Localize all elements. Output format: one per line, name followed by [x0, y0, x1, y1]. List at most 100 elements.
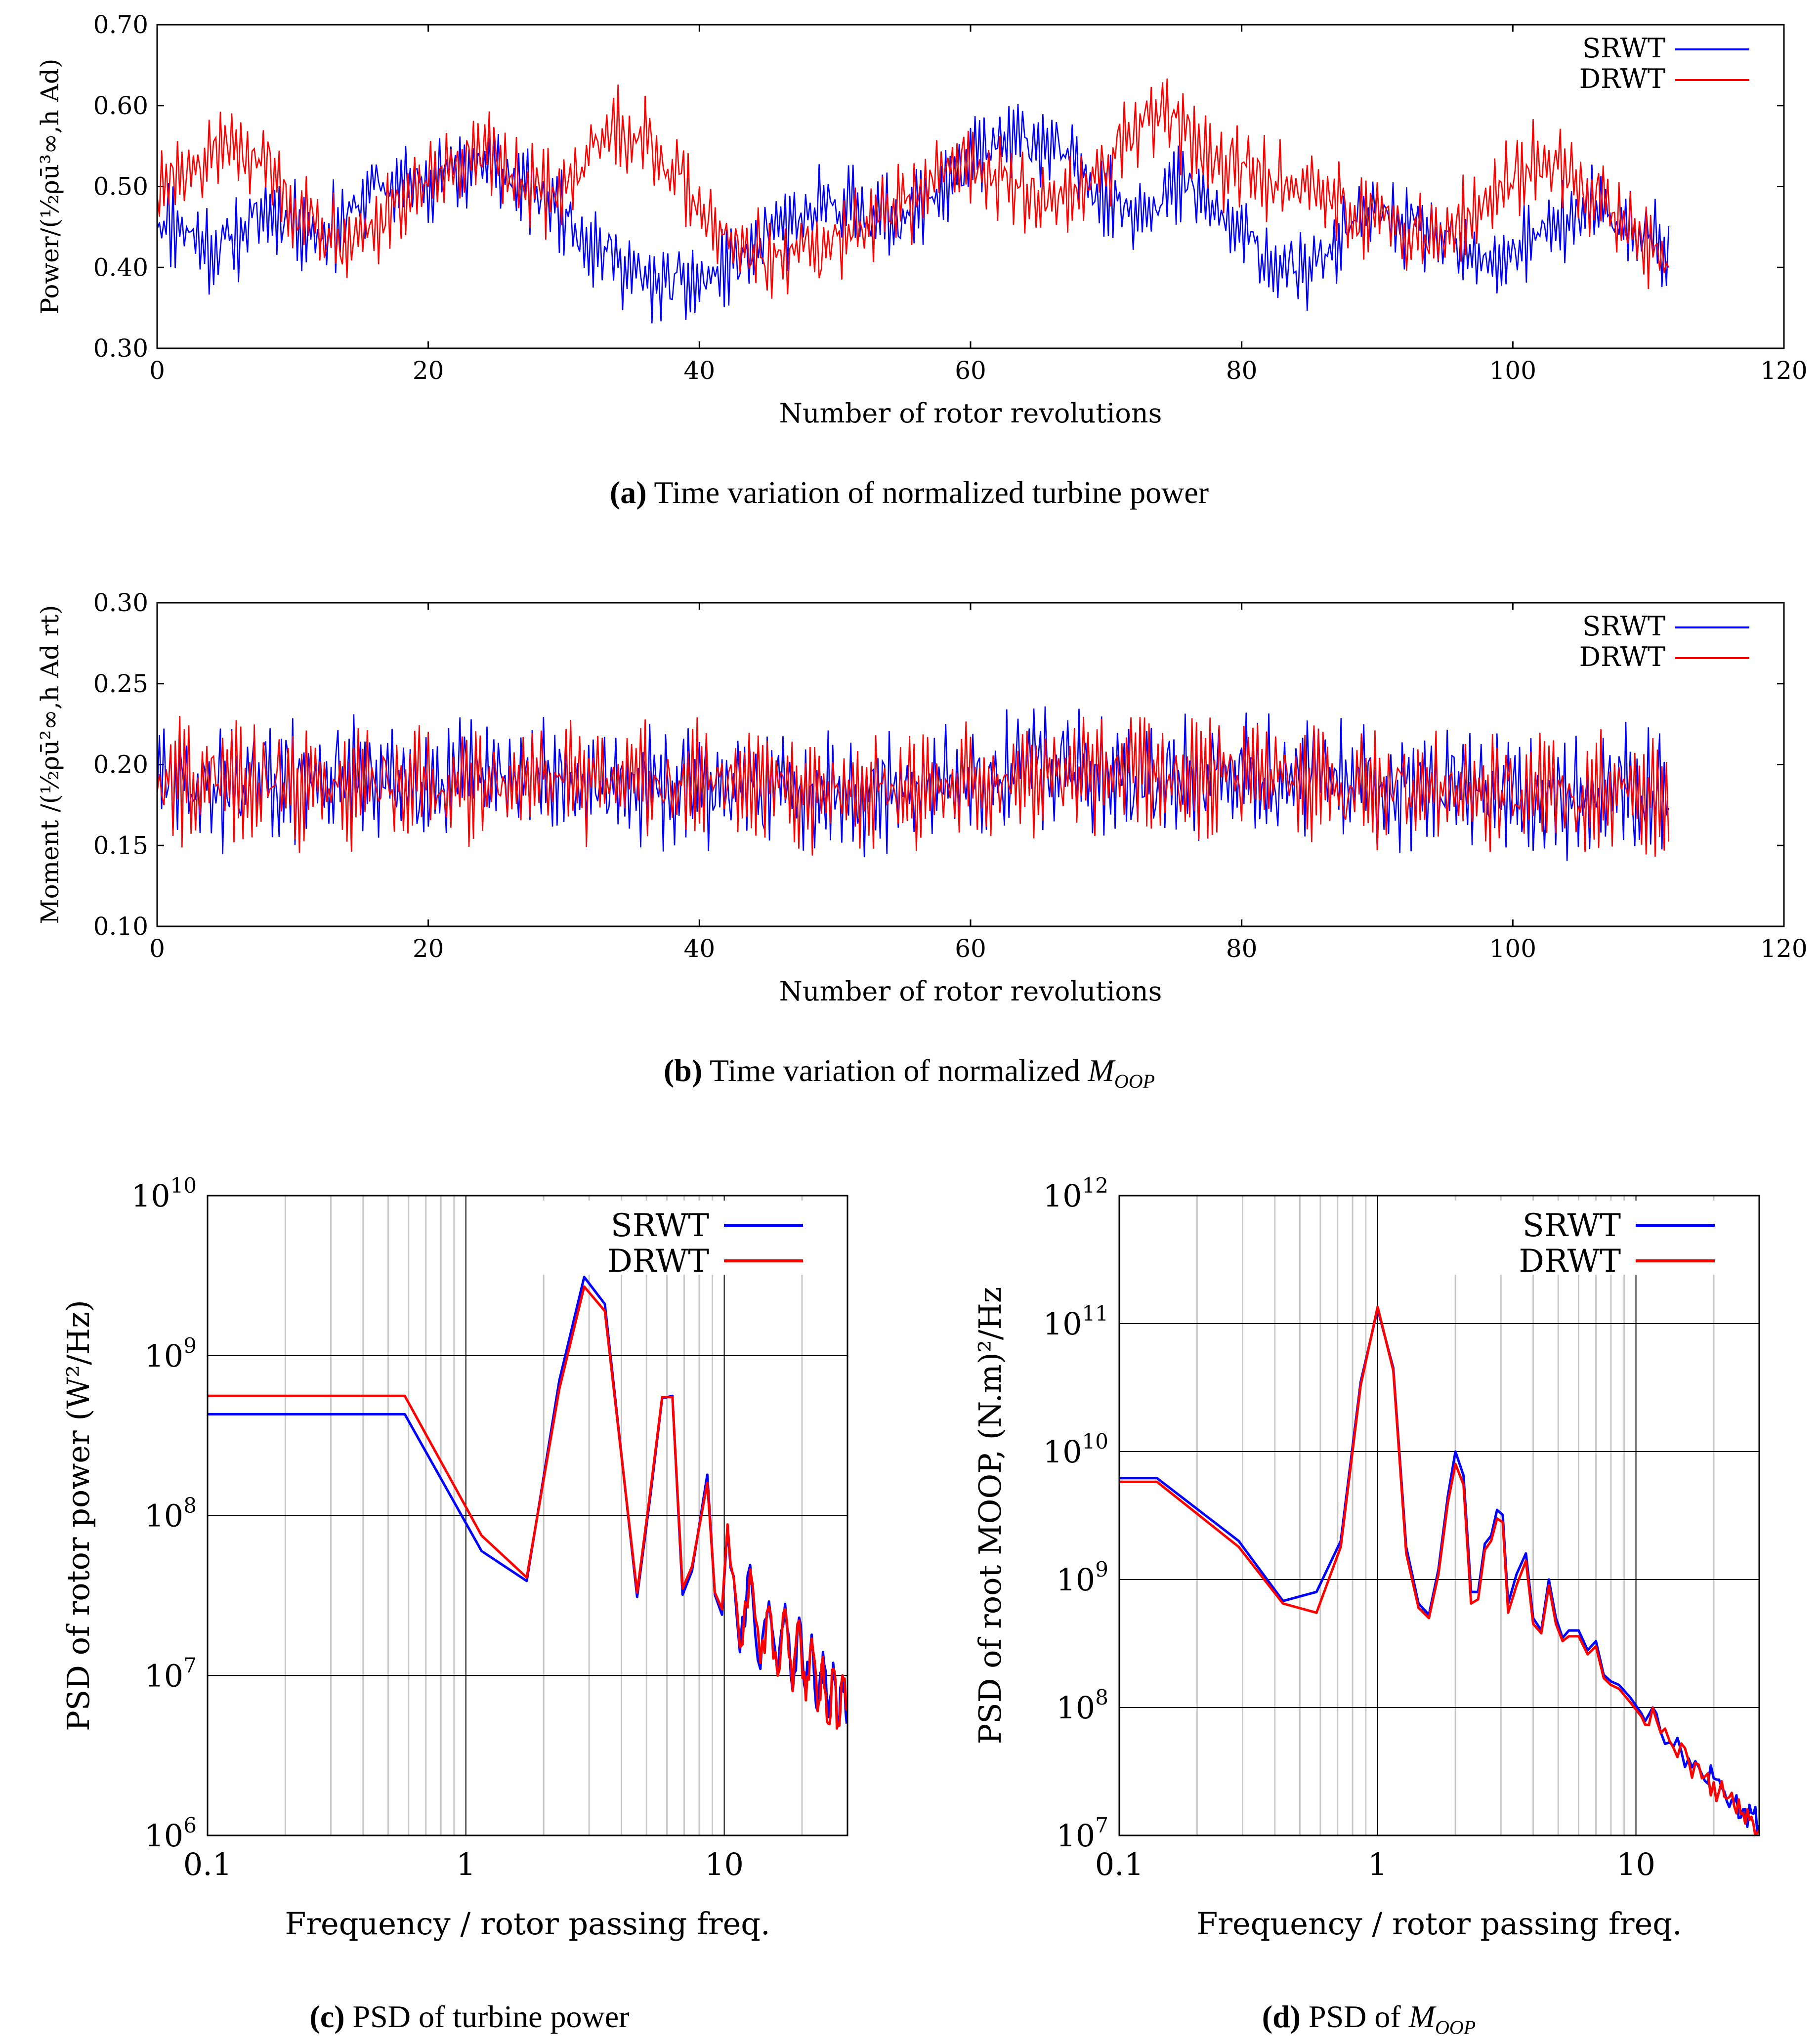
- y-tick-exponent: 7: [183, 1653, 197, 1677]
- y-tick-base: 10: [1043, 1178, 1082, 1214]
- caption-b: (b) Time variation of normalized MOOP: [415, 1052, 1403, 1093]
- y-axis-label: Moment /(½ρū²∞,h Ad rt): [36, 605, 64, 924]
- y-tick-exponent: 9: [183, 1333, 197, 1358]
- y-tick-label: 1010: [131, 1173, 197, 1214]
- caption-d-sub: OOP: [1435, 2016, 1476, 2039]
- x-tick-label: 1: [1368, 1846, 1387, 1882]
- y-tick-label: 107: [1056, 1813, 1108, 1854]
- y-tick-label: 108: [1056, 1685, 1108, 1726]
- caption-d: (d) PSD of MOOP: [949, 1998, 1789, 2039]
- y-tick-base: 10: [1043, 1434, 1082, 1470]
- panel-c-power-psd: 0.1 1 101061071081091010SRWTDRWTFrequency …: [60, 1173, 848, 1942]
- x-tick-label: 1: [456, 1846, 475, 1882]
- legend-label-drwt: DRWT: [607, 1243, 709, 1280]
- caption-c: (c) PSD of turbine power: [49, 1998, 889, 2035]
- x-tick-label: 100: [1489, 356, 1536, 385]
- series-drwt-line: [1119, 1305, 1759, 1835]
- x-tick-label: 0.1: [1095, 1846, 1144, 1882]
- x-tick-label: 0: [149, 356, 165, 385]
- legend-label-srwt: SRWT: [1582, 33, 1665, 64]
- y-tick-exponent: 12: [1082, 1173, 1108, 1198]
- y-tick-label: 109: [1056, 1557, 1108, 1598]
- x-tick-label: 10: [1616, 1846, 1655, 1882]
- y-tick-label: 0.20: [93, 750, 148, 779]
- y-tick-label: 1012: [1043, 1173, 1108, 1214]
- y-tick-label: 108: [144, 1494, 197, 1534]
- plot-frame: [207, 1195, 848, 1836]
- caption-b-text: Time variation of normalized: [710, 1053, 1088, 1088]
- y-tick-exponent: 8: [183, 1494, 197, 1518]
- x-tick-label: 80: [1226, 356, 1258, 385]
- y-tick-exponent: 6: [183, 1813, 197, 1837]
- y-tick-label: 0.40: [93, 253, 148, 282]
- y-tick-exponent: 7: [1095, 1813, 1108, 1837]
- panel-d-moment-psd: 0.1 1 10107108109101010111012SRWTDRWTFrequ…: [972, 1173, 1760, 1942]
- x-tick-label: 0.1: [183, 1846, 232, 1882]
- y-tick-label: 0.30: [93, 334, 148, 363]
- y-tick-base: 10: [144, 1338, 183, 1374]
- x-tick-label: 80: [1226, 934, 1258, 963]
- y-tick-base: 10: [1056, 1562, 1095, 1598]
- y-tick-label: 0.60: [93, 91, 148, 120]
- panel-a-power-time-series: 0 20 40 60 80 100 120 0.30 0.40 0.50 0.60 0.70 SRWTD…: [36, 10, 1808, 429]
- y-tick-label: 0.10: [93, 912, 148, 941]
- x-tick-label: 20: [413, 934, 444, 963]
- legend-label-drwt: DRWT: [1579, 641, 1665, 672]
- x-axis-label: Number of rotor revolutions: [779, 398, 1162, 429]
- y-tick-label: 0.15: [93, 831, 148, 860]
- legend-label-drwt: DRWT: [1519, 1243, 1621, 1280]
- x-axis-label: Frequency / rotor passing freq.: [1196, 1906, 1682, 1942]
- y-axis-label: PSD of root MOOP, (N.m)²/Hz: [972, 1287, 1008, 1745]
- caption-a: (a) Time variation of normalized turbine…: [415, 474, 1403, 511]
- y-tick-label: 109: [144, 1333, 197, 1374]
- y-tick-base: 10: [131, 1178, 170, 1214]
- series-drwt-line: [208, 1285, 847, 1730]
- caption-d-label: (d): [1262, 1999, 1301, 2034]
- y-tick-exponent: 11: [1082, 1301, 1108, 1326]
- y-tick-label: 0.25: [93, 669, 148, 698]
- caption-a-label: (a): [609, 475, 647, 510]
- caption-b-symbol: M: [1088, 1053, 1114, 1088]
- series-srwt-line: [208, 1276, 847, 1726]
- caption-a-text: Time variation of normalized turbine pow…: [654, 475, 1209, 510]
- y-tick-label: 106: [144, 1813, 197, 1854]
- x-tick-label: 0: [149, 934, 165, 963]
- x-tick-label: 60: [955, 356, 986, 385]
- x-tick-label: 100: [1489, 934, 1536, 963]
- series-drwt-line: [157, 715, 1670, 857]
- x-tick-label: 120: [1760, 356, 1807, 385]
- legend-label-srwt: SRWT: [1582, 611, 1665, 642]
- plot-frame: [156, 602, 1785, 927]
- y-tick-label: 0.30: [93, 588, 148, 617]
- y-tick-base: 10: [144, 1658, 183, 1694]
- y-tick-exponent: 9: [1095, 1557, 1108, 1581]
- x-axis-label: Frequency / rotor passing freq.: [285, 1906, 770, 1942]
- series-drwt-line: [157, 78, 1669, 299]
- caption-b-label: (b): [663, 1053, 703, 1088]
- y-tick-label: 107: [144, 1653, 197, 1694]
- y-tick-exponent: 10: [1082, 1429, 1108, 1454]
- caption-d-text: PSD of: [1308, 1999, 1409, 2034]
- x-tick-label: 20: [413, 356, 444, 385]
- y-tick-label: 1010: [1043, 1429, 1108, 1470]
- y-tick-exponent: 8: [1095, 1685, 1108, 1709]
- x-tick-label: 40: [684, 934, 716, 963]
- panel-b-moment-time-series: 0 20 40 60 80 100 120 0.10 0.15 0.20 0.25 0.30 SRWTD…: [36, 588, 1808, 1007]
- x-tick-label: 60: [955, 934, 986, 963]
- y-axis-label: PSD of rotor power (W²/Hz): [60, 1300, 96, 1731]
- caption-c-label: (c): [309, 1999, 345, 2034]
- x-tick-label: 40: [684, 356, 716, 385]
- y-tick-label: 0.50: [93, 172, 148, 201]
- y-tick-base: 10: [1056, 1818, 1095, 1854]
- caption-b-sub: OOP: [1114, 1070, 1155, 1092]
- legend-label-drwt: DRWT: [1579, 63, 1665, 94]
- plot-frame: [156, 24, 1785, 349]
- y-tick-label: 1011: [1043, 1301, 1108, 1342]
- x-tick-label: 10: [705, 1846, 744, 1882]
- y-tick-base: 10: [144, 1818, 183, 1854]
- y-tick-label: 0.70: [93, 10, 148, 39]
- x-tick-label: 120: [1760, 934, 1807, 963]
- y-tick-base: 10: [144, 1498, 183, 1534]
- series-srwt-line: [1119, 1308, 1759, 1834]
